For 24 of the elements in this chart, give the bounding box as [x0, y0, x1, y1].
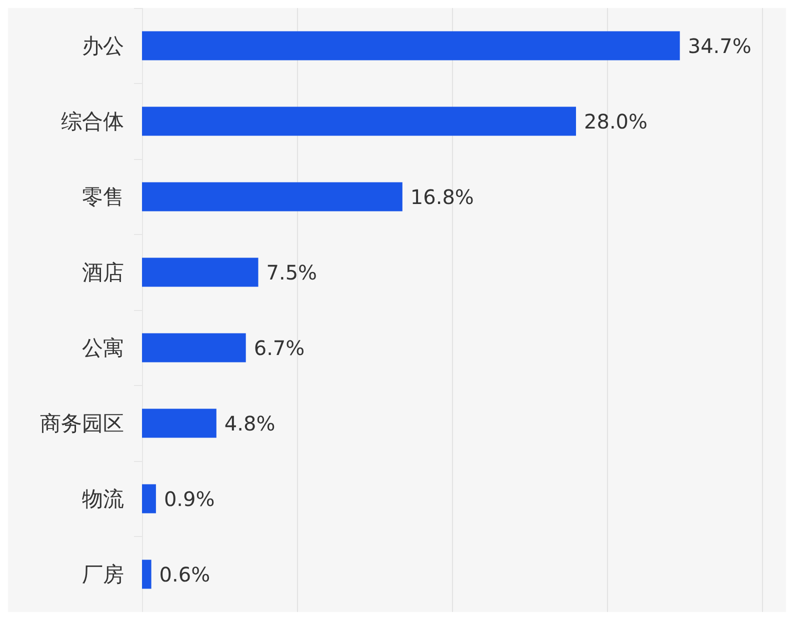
y-tick-label: 酒店	[82, 260, 124, 284]
data-label: 4.8%	[224, 411, 276, 436]
data-label: 28.0%	[584, 109, 648, 134]
data-label: 6.7%	[254, 336, 305, 360]
bar	[142, 333, 246, 362]
y-tick-label: 办公	[82, 34, 124, 58]
y-tick-label: 物流	[82, 486, 124, 511]
y-tick-label: 零售	[82, 184, 124, 209]
y-tick-label: 综合体	[61, 109, 124, 134]
y-tick-label: 商务园区	[40, 411, 124, 436]
data-label: 16.8%	[410, 184, 474, 209]
bar	[142, 106, 576, 136]
bar	[142, 31, 680, 60]
bar	[142, 484, 156, 514]
bar	[142, 258, 258, 287]
data-label: 34.7%	[688, 34, 752, 58]
y-tick-label: 公寓	[82, 336, 124, 360]
bar	[142, 560, 152, 589]
y-tick-label: 厂房	[82, 562, 124, 586]
data-label: 0.9%	[164, 486, 215, 511]
bar	[142, 408, 216, 438]
bar	[142, 182, 402, 212]
data-label: 0.6%	[159, 562, 210, 586]
data-label: 7.5%	[266, 260, 318, 284]
